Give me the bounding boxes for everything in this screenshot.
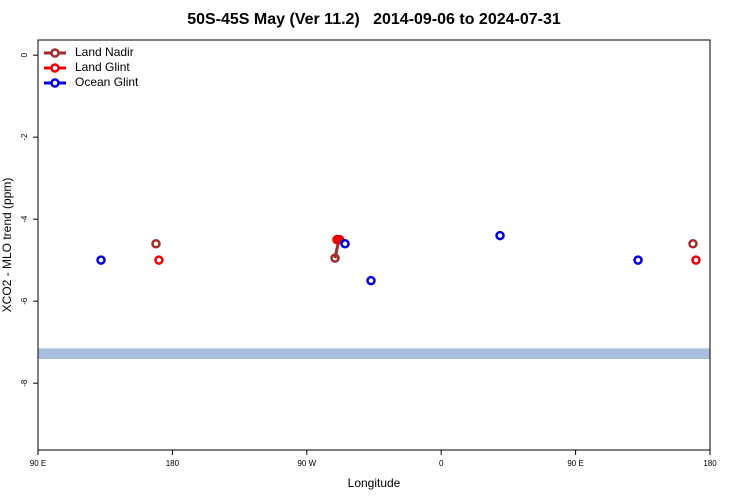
y-tick-label: -4: [20, 215, 29, 223]
legend-label: Ocean Glint: [75, 75, 139, 89]
x-tick-label: 180: [703, 459, 717, 468]
x-tick-label: 90 W: [297, 459, 316, 468]
point: [330, 253, 340, 263]
chart-title: 50S-45S May (Ver 11.2) 2014-09-06 to 202…: [187, 11, 561, 28]
band: [38, 348, 710, 359]
x-tick-label: 180: [166, 459, 180, 468]
legend-marker: [50, 63, 60, 73]
y-tick-label: -2: [20, 133, 29, 141]
point: [366, 275, 376, 286]
point: [495, 230, 505, 241]
point: [96, 255, 106, 265]
point: [691, 255, 701, 265]
y-tick-label: -8: [20, 379, 29, 387]
x-axis-label: Longitude: [348, 476, 401, 490]
y-tick-label: -6: [20, 297, 29, 305]
y-tick-label: 0: [20, 52, 29, 57]
x-tick-label: 90 E: [30, 459, 46, 468]
point: [154, 255, 164, 265]
legend-label: Land Glint: [75, 60, 130, 74]
legend-marker: [50, 48, 60, 58]
point: [633, 255, 643, 265]
x-tick-label: 0: [439, 459, 444, 468]
legend-marker: [50, 78, 60, 88]
point: [151, 239, 161, 249]
legend-label: Land Nadir: [75, 45, 134, 59]
point: [688, 239, 698, 249]
y-axis-label: XCO2 - MLO trend (ppm): [0, 178, 14, 313]
point: [340, 239, 350, 249]
plot-frame: [37, 39, 711, 451]
x-tick-label: 90 E: [567, 459, 583, 468]
